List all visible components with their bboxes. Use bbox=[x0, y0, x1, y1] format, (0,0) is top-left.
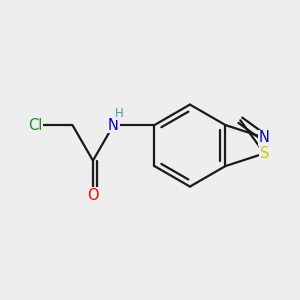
Text: N: N bbox=[108, 118, 119, 133]
Text: Cl: Cl bbox=[28, 118, 43, 133]
Text: O: O bbox=[87, 188, 99, 203]
Text: N: N bbox=[259, 130, 270, 145]
Text: H: H bbox=[115, 107, 124, 120]
Text: S: S bbox=[260, 146, 269, 161]
